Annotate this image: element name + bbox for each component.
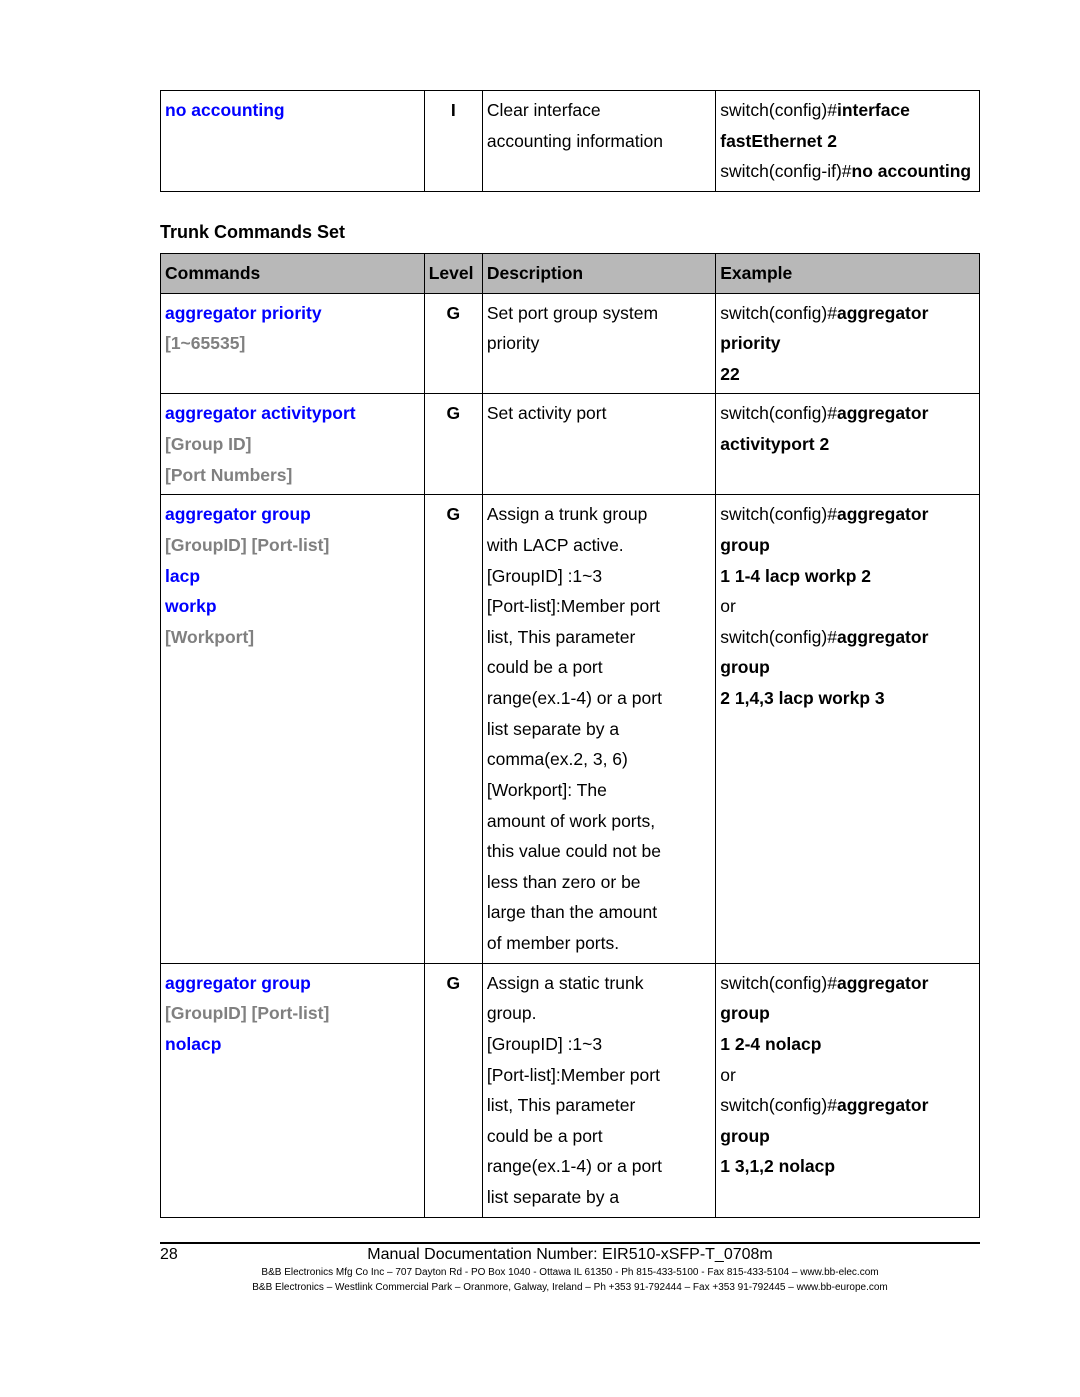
- description-line: group.: [487, 998, 711, 1029]
- level-text: I: [451, 100, 456, 120]
- col-example: Example: [716, 253, 980, 293]
- description-cell: Assign a static trunkgroup.[GroupID] :1~…: [482, 963, 715, 1217]
- description-line: Assign a trunk group: [487, 499, 711, 530]
- command-text: aggregator group: [165, 504, 311, 524]
- param-text: [GroupID] [Port-list]: [165, 1003, 329, 1023]
- footer-line-1: B&B Electronics Mfg Co Inc – 707 Dayton …: [160, 1266, 980, 1280]
- description-cell: Clear interfaceaccounting information: [482, 91, 715, 192]
- param-text: [GroupID] [Port-list]: [165, 535, 329, 555]
- example-line: activityport 2: [720, 429, 975, 460]
- description-line: could be a port: [487, 1121, 711, 1152]
- description-line: Assign a static trunk: [487, 968, 711, 999]
- example-line: 1 2-4 nolacp: [720, 1029, 975, 1060]
- command-text: lacp: [165, 566, 200, 586]
- command-cell: aggregator group [GroupID] [Port-list] nol…: [161, 963, 425, 1217]
- example-line: 1 1-4 lacp workp 2: [720, 561, 975, 592]
- col-description: Description: [482, 253, 715, 293]
- description-line: list separate by a: [487, 714, 711, 745]
- example-line: switch(config)#aggregator group: [720, 1090, 975, 1151]
- description-line: could be a port: [487, 652, 711, 683]
- example-line: switch(config)#aggregator group: [720, 622, 975, 683]
- description-line: comma(ex.2, 3, 6): [487, 744, 711, 775]
- description-line: list separate by a: [487, 1182, 711, 1213]
- example-cell: switch(config)#aggregator group1 2-4 nol…: [716, 963, 980, 1217]
- table-row: no accounting I Clear interfaceaccountin…: [161, 91, 980, 192]
- description-line: large than the amount: [487, 897, 711, 928]
- description-line: priority: [487, 328, 711, 359]
- description-line: range(ex.1-4) or a port: [487, 1151, 711, 1182]
- level-cell: G: [424, 293, 482, 394]
- description-cell: Assign a trunk groupwith LACP active.[Gr…: [482, 495, 715, 963]
- command-cell: aggregator group [GroupID] [Port-list] lac…: [161, 495, 425, 963]
- table-row: aggregator group [GroupID] [Port-list] lac…: [161, 495, 980, 963]
- example-cell: switch(config)#interfacefastEthernet 2sw…: [716, 91, 980, 192]
- description-line: [Workport]: The: [487, 775, 711, 806]
- param-text: [Port Numbers]: [165, 465, 292, 485]
- command-text: nolacp: [165, 1034, 221, 1054]
- table-row: aggregator activityport [Group ID] [Port N…: [161, 394, 980, 495]
- description-line: Set activity port: [487, 398, 711, 429]
- table-header-row: Commands Level Description Example: [161, 253, 980, 293]
- example-cell: switch(config)#aggregator priority22: [716, 293, 980, 394]
- description-line: less than zero or be: [487, 867, 711, 898]
- level-cell: G: [424, 963, 482, 1217]
- command-cell: aggregator activityport [Group ID] [Port N…: [161, 394, 425, 495]
- description-line: this value could not be: [487, 836, 711, 867]
- table-row: aggregator group [GroupID] [Port-list] nol…: [161, 963, 980, 1217]
- example-line: 1 3,1,2 nolacp: [720, 1151, 975, 1182]
- description-line: [Port-list]:Member port: [487, 1060, 711, 1091]
- example-line: switch(config)#aggregator group: [720, 499, 975, 560]
- level-cell: G: [424, 394, 482, 495]
- col-commands: Commands: [161, 253, 425, 293]
- description-line: Set port group system: [487, 298, 711, 329]
- command-cell: aggregator priority [1~65535]: [161, 293, 425, 394]
- param-text: [Group ID]: [165, 434, 252, 454]
- param-text: [Workport]: [165, 627, 254, 647]
- description-line: [GroupID] :1~3: [487, 561, 711, 592]
- trunk-commands-table: Commands Level Description Example aggre…: [160, 253, 980, 1218]
- description-line: with LACP active.: [487, 530, 711, 561]
- table-row: aggregator priority [1~65535] G Set port gr…: [161, 293, 980, 394]
- command-text: aggregator priority: [165, 303, 322, 323]
- doc-number: Manual Documentation Number: EIR510-xSFP…: [220, 1246, 920, 1264]
- command-text: aggregator activityport: [165, 403, 356, 423]
- description-line: of member ports.: [487, 928, 711, 959]
- example-cell: switch(config)#aggregatoractivityport 2: [716, 394, 980, 495]
- level-text: G: [446, 403, 460, 423]
- page: no accounting I Clear interfaceaccountin…: [0, 0, 1080, 1335]
- description-line: range(ex.1-4) or a port: [487, 683, 711, 714]
- example-line: 22: [720, 359, 975, 390]
- description-line: amount of work ports,: [487, 806, 711, 837]
- example-line: or: [720, 1060, 975, 1091]
- description-cell: Set port group systempriority: [482, 293, 715, 394]
- command-cell: no accounting: [161, 91, 425, 192]
- description-cell: Set activity port: [482, 394, 715, 495]
- level-text: G: [446, 504, 460, 524]
- example-line: switch(config)#aggregator priority: [720, 298, 975, 359]
- description-line: [GroupID] :1~3: [487, 1029, 711, 1060]
- page-footer: 28 Manual Documentation Number: EIR510-x…: [160, 1242, 980, 1295]
- description-line: list, This parameter: [487, 1090, 711, 1121]
- footer-line-2: B&B Electronics – Westlink Commercial Pa…: [160, 1281, 980, 1295]
- level-text: G: [446, 973, 460, 993]
- example-line: or: [720, 591, 975, 622]
- example-line: switch(config)#aggregator: [720, 398, 975, 429]
- level-cell: I: [424, 91, 482, 192]
- col-level: Level: [424, 253, 482, 293]
- page-number: 28: [160, 1246, 220, 1264]
- accounting-table: no accounting I Clear interfaceaccountin…: [160, 90, 980, 192]
- example-line: switch(config)#aggregator group: [720, 968, 975, 1029]
- example-line: 2 1,4,3 lacp workp 3: [720, 683, 975, 714]
- command-text: workp: [165, 596, 217, 616]
- description-line: [Port-list]:Member port: [487, 591, 711, 622]
- level-cell: G: [424, 495, 482, 963]
- param-text: [1~65535]: [165, 333, 245, 353]
- section-title: Trunk Commands Set: [160, 222, 980, 243]
- command-text: no accounting: [165, 100, 285, 120]
- command-text: aggregator group: [165, 973, 311, 993]
- example-cell: switch(config)#aggregator group1 1-4 lac…: [716, 495, 980, 963]
- description-line: list, This parameter: [487, 622, 711, 653]
- level-text: G: [446, 303, 460, 323]
